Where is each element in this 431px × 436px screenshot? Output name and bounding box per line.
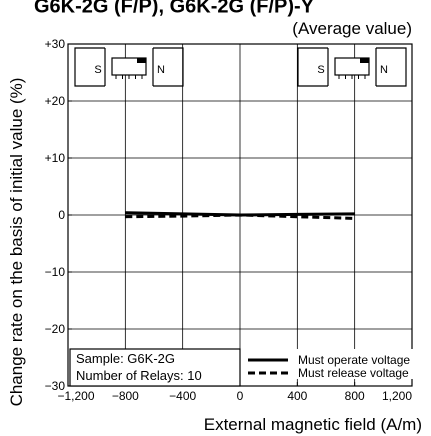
magnet-label-n: N [380, 64, 388, 76]
y-tick-label: +20 [45, 94, 66, 108]
magnet-pole-right [376, 47, 407, 87]
x-tick-label: −1,200 [57, 389, 94, 403]
series-line-release [125, 213, 355, 220]
y-tick-label: −20 [45, 322, 66, 336]
y-tick-label: +10 [45, 151, 66, 165]
y-tick-label: +30 [45, 37, 66, 51]
y-tick-label: −10 [45, 265, 66, 279]
x-tick-label: 0 [237, 389, 244, 403]
relay-marker [360, 58, 369, 63]
x-tick-label: −400 [169, 389, 196, 403]
magnet-pole-left [297, 47, 328, 87]
note-sample: Sample: G6K-2G [76, 351, 175, 366]
sample-note: Sample: G6K-2G Number of Relays: 10 [69, 348, 241, 387]
chart-subtitle: (Average value) [292, 19, 412, 38]
legend: Must operate voltage Must release voltag… [242, 349, 414, 380]
x-tick-label: −800 [112, 389, 139, 403]
tick-labels: +30 +20 +10 0 −10 −20 −30−1,200 −800 −400 0 400 800… [45, 37, 413, 403]
x-tick-label: 800 [345, 389, 365, 403]
magnet-label-n: N [157, 64, 165, 76]
y-axis-label: Change rate on the basis of initial valu… [7, 78, 26, 407]
x-axis-label: External magnetic field (A/m) [204, 415, 422, 434]
note-relays: Number of Relays: 10 [76, 368, 202, 383]
magnet-label-s: S [317, 64, 324, 76]
magnet-pole-left [74, 47, 105, 87]
magnet-label-s: S [94, 64, 101, 76]
magnet-pole-right [153, 47, 184, 87]
x-tick-label: 1,200 [382, 389, 412, 403]
y-tick-label: 0 [58, 208, 65, 222]
y-tick-label: −30 [45, 379, 66, 393]
x-tick-label: 400 [287, 389, 307, 403]
relay-marker [137, 58, 146, 63]
chart-title: G6K-2G (F/P), G6K-2G (F/P)-Y [34, 0, 315, 18]
legend-label-release: Must release voltage [298, 366, 409, 380]
legend-label-operate: Must operate voltage [298, 353, 410, 367]
series-layer [125, 211, 355, 220]
